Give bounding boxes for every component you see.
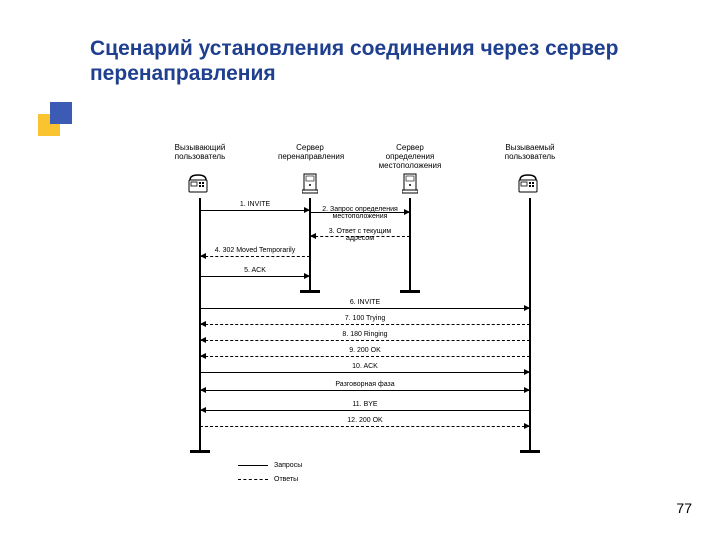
message-arrow [200, 308, 530, 309]
slide-title: Сценарий установления соединения через с… [90, 36, 650, 86]
message-label: 12. 200 OK [200, 417, 530, 424]
message-arrow [200, 356, 530, 357]
message-arrow [200, 426, 530, 427]
lifeline-end [400, 290, 420, 293]
server-icon [302, 172, 318, 201]
message-label: 2. Запрос определенияместоположения [310, 206, 410, 220]
phone-icon [188, 172, 212, 199]
message-label: 3. Ответ с текущимадресом [310, 228, 410, 242]
server-icon [402, 172, 418, 201]
actor-label-caller: Вызывающийпользователь [168, 144, 232, 162]
message-label: 7. 100 Trying [200, 315, 530, 322]
lifeline-end [520, 450, 540, 453]
page-number: 77 [676, 500, 692, 516]
message-label: 1. INVITE [200, 201, 310, 208]
message-arrow [200, 390, 530, 391]
message-label: 9. 200 OK [200, 347, 530, 354]
message-label: 4. 302 Moved Temporarily [200, 247, 310, 254]
message-arrow [200, 410, 530, 411]
message-label: 5. ACK [200, 267, 310, 274]
message-label: 6. INVITE [200, 299, 530, 306]
message-arrow [200, 340, 530, 341]
lifeline-end [190, 450, 210, 453]
phone-icon [518, 172, 542, 199]
actor-label-locsrv: Серверопределенияместоположения [378, 144, 442, 170]
legend-responses: Ответы [238, 476, 298, 483]
legend-requests: Запросы [238, 462, 302, 469]
message-arrow [200, 276, 310, 277]
message-arrow [200, 324, 530, 325]
lifeline-end [300, 290, 320, 293]
message-label: 10. ACK [200, 363, 530, 370]
actor-label-callee: Вызываемыйпользователь [498, 144, 562, 162]
actor-label-redirect: Серверперенаправления [278, 144, 342, 162]
sequence-diagram: ВызывающийпользовательСерверперенаправле… [178, 150, 558, 510]
message-label: 8. 180 Ringing [200, 331, 530, 338]
message-label: Разговорная фаза [200, 381, 530, 388]
message-arrow [200, 210, 310, 211]
slide: Сценарий установления соединения через с… [0, 0, 720, 540]
message-arrow [200, 372, 530, 373]
message-label: 11. BYE [200, 401, 530, 408]
message-arrow [200, 256, 310, 257]
